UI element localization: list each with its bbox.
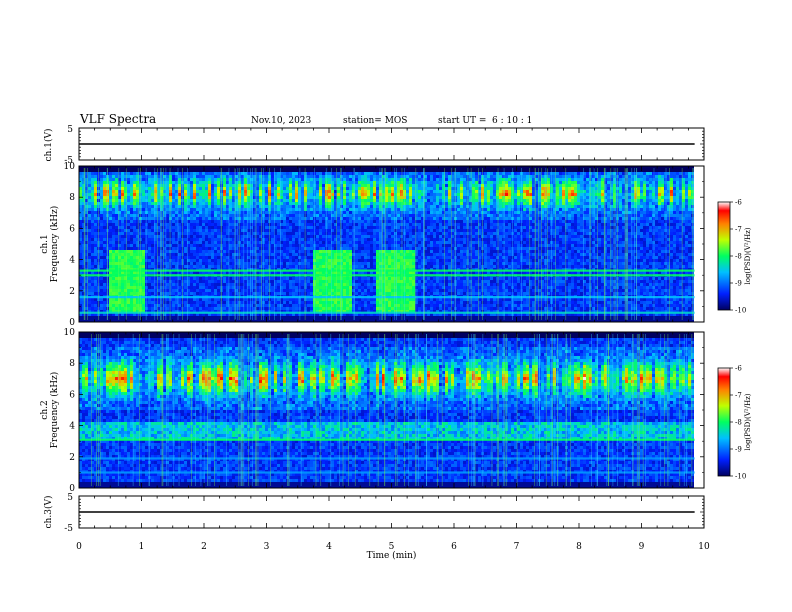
colorbar-label: log(PSD)(V²/Hz): [744, 227, 752, 284]
frequency-band: [79, 270, 695, 272]
x-tick-label: 7: [514, 542, 520, 552]
colorbar-tick-label: -6: [735, 365, 742, 373]
y-tick-label: 5: [67, 125, 73, 135]
frequency-band: [79, 471, 695, 473]
start-ut-label: start UT =: [438, 116, 486, 126]
colorbar-tick-label: -9: [735, 446, 742, 454]
colorbar-tick-label: -6: [735, 199, 742, 207]
date-label: Nov.10, 2023: [251, 116, 312, 126]
colorbar-tick-label: -8: [735, 419, 742, 427]
x-tick-label: 1: [139, 542, 145, 552]
colorbar-scale: [718, 368, 730, 476]
y-tick-label: 0: [69, 318, 75, 328]
frequency-band: [79, 296, 695, 298]
y-axis-label: ch.3(V): [43, 496, 54, 529]
colorbar-tick-label: -8: [735, 253, 742, 261]
colorbar-scale: [718, 202, 730, 310]
colorbar-tick-label: -10: [735, 307, 746, 315]
y-tick-label: 8: [69, 193, 75, 203]
y-tick-label: 5: [67, 493, 73, 503]
colorbar-tick-label: -10: [735, 473, 746, 481]
x-tick-label: 10: [698, 542, 710, 552]
spectrogram-image: [79, 166, 694, 322]
colorbar-tick-label: -7: [735, 226, 742, 234]
x-tick-label: 9: [639, 542, 645, 552]
x-tick-label: 4: [326, 542, 332, 552]
station-label: station= MOS: [343, 116, 407, 126]
y-tick-label: 2: [69, 453, 75, 463]
channel-label: ch.2: [40, 400, 50, 419]
colorbar-tick-label: -7: [735, 392, 742, 400]
x-tick-label: 0: [76, 542, 82, 552]
y-axis-label: Frequency (kHz): [49, 206, 60, 283]
frequency-band: [79, 439, 695, 441]
colorbar-tick-label: -9: [735, 280, 742, 288]
y-tick-label: 4: [69, 422, 75, 432]
spectrogram-image: [79, 332, 694, 488]
figure-title: VLF Spectra: [79, 112, 156, 126]
start-ut-value: 6 : 10 : 1: [492, 116, 532, 126]
y-tick-label: 10: [64, 328, 76, 338]
x-axis-label: Time (min): [367, 550, 417, 561]
ch3-voltage-panel: 5 -5 ch.3(V): [43, 493, 704, 534]
y-tick-label: 2: [69, 287, 75, 297]
ch1-voltage-panel: 5-5ch.1(V): [43, 125, 704, 166]
y-tick-label: -5: [64, 524, 73, 534]
channel-label: ch.1: [40, 234, 50, 253]
frequency-band: [79, 312, 695, 314]
frequency-band: [79, 457, 695, 459]
ch1-colorbar: -6 -7 -8 -9 -10 log(PSD)(V²/Hz): [718, 199, 752, 315]
y-axis-label: Frequency (kHz): [49, 372, 60, 449]
y-tick-label: 10: [64, 162, 76, 172]
y-tick-label: 6: [69, 224, 75, 234]
ch2-colorbar: -6 -7 -8 -9 -10 log(PSD)(V²/Hz): [718, 365, 752, 481]
ch1-spectrogram-panel: 0 2 4 6 8 10 ch.1 Frequency (kHz): [40, 162, 704, 328]
x-tick-label: 2: [201, 542, 207, 552]
y-axis-label: ch.1(V): [43, 129, 54, 162]
x-tick-label: 3: [264, 542, 270, 552]
x-tick-label: 8: [576, 542, 582, 552]
y-tick-label: 4: [69, 256, 75, 266]
y-tick-label: 6: [69, 390, 75, 400]
x-tick-label: 6: [451, 542, 457, 552]
y-tick-label: 8: [69, 359, 75, 369]
frequency-band: [79, 274, 695, 276]
colorbar-label: log(PSD)(V²/Hz): [744, 393, 752, 450]
